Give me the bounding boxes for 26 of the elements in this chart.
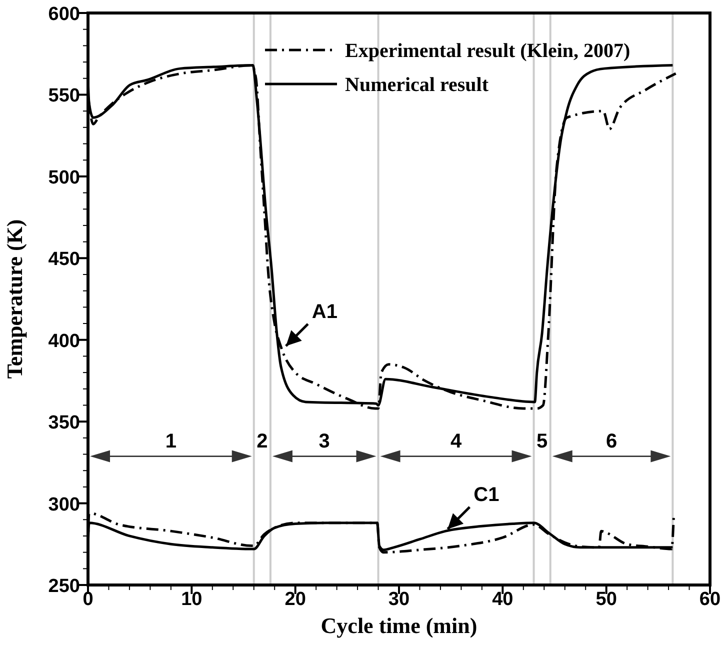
x-axis-title: Cycle time (min) [320,613,478,638]
x-tick-label: 40 [492,589,514,610]
annotation: 2 [256,430,268,452]
x-tick-label: 30 [388,589,410,610]
annotation: A1 [312,301,338,324]
annotation: 4 [450,430,462,452]
x-tick-label: 50 [596,589,617,610]
y-tick-label: 400 [48,330,80,352]
legend-label: Experimental result (Klein, 2007) [345,40,630,62]
annotation: 6 [606,430,618,452]
x-tick-label: 60 [699,589,721,610]
y-tick-label: 300 [48,494,80,516]
y-axis-title: Temperature (K) [2,219,27,379]
annotation: 5 [536,430,548,452]
legend-label: Numerical result [345,74,489,96]
x-tick-label: 10 [181,589,202,610]
y-tick-label: 250 [48,576,80,597]
annotation: 3 [318,430,330,452]
annotation: 1 [165,430,176,452]
y-tick-label: 500 [48,167,80,188]
y-tick-label: 600 [48,4,80,25]
y-tick-label: 350 [48,412,80,434]
y-tick-label: 450 [48,249,80,270]
annotation: C1 [474,484,500,506]
x-tick-label: 20 [284,589,306,610]
y-tick-label: 550 [48,86,80,107]
